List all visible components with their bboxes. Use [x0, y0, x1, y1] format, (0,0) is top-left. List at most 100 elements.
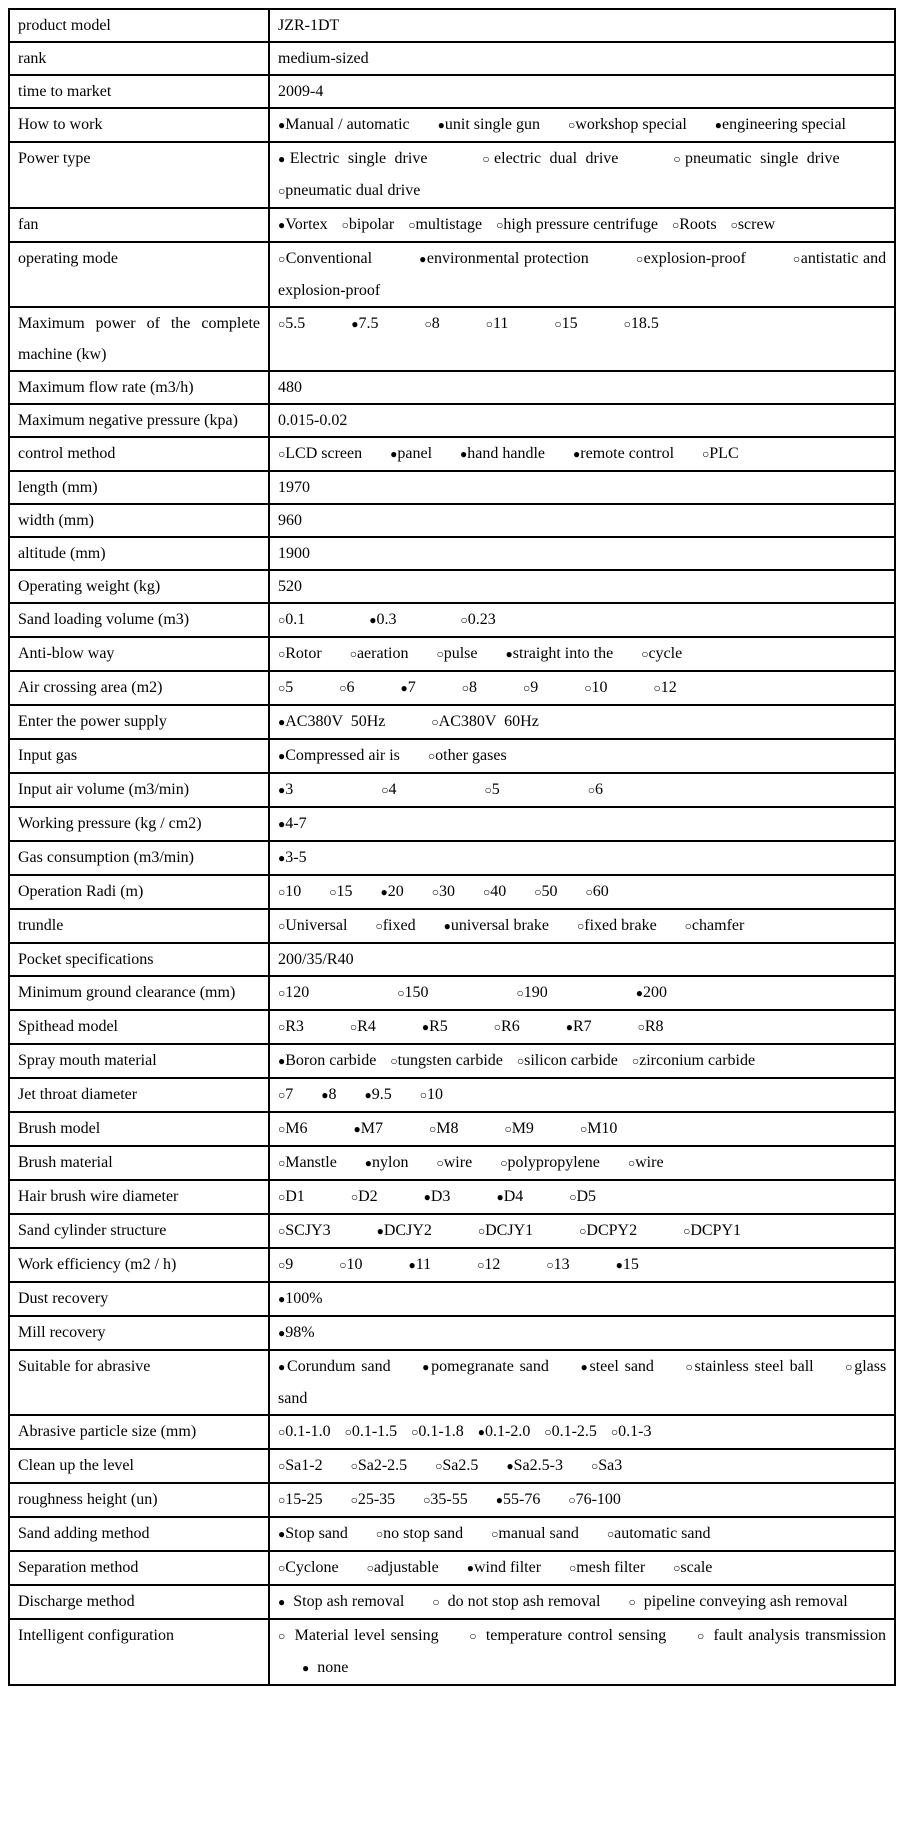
- hollow-bullet-icon: ○: [684, 919, 692, 933]
- option-label: 6: [595, 781, 603, 798]
- option-gap: [467, 1537, 487, 1538]
- option-label: 0.1-1.5: [351, 1423, 398, 1440]
- filled-bullet-icon: ●: [321, 1088, 329, 1102]
- row-value: ●100%: [268, 1281, 896, 1317]
- spec-row: Sand cylinder structure ○SCJY3 ●DCJY2 ○DC…: [8, 1213, 896, 1249]
- option-label: 40: [490, 883, 507, 900]
- hollow-bullet-icon: ○: [628, 1595, 636, 1609]
- option-gap: [420, 929, 440, 930]
- option-gap: [413, 1166, 433, 1167]
- option-gap: [601, 1435, 607, 1436]
- row-value: 520: [268, 569, 896, 604]
- hollow-bullet-icon: ○: [366, 1561, 374, 1575]
- option-gap: [352, 1537, 372, 1538]
- row-label: roughness height (un): [8, 1482, 270, 1518]
- option-label: 12: [484, 1256, 501, 1273]
- hollow-bullet-icon: ○: [569, 1190, 577, 1204]
- option-gap: [309, 327, 347, 328]
- option-label: DCPY2: [586, 1222, 638, 1239]
- spec-row: time to market 2009-4: [8, 74, 896, 109]
- filled-bullet-icon: ●: [506, 1459, 514, 1473]
- option-label: D4: [503, 1188, 524, 1205]
- hollow-bullet-icon: ○: [278, 1122, 286, 1136]
- spec-row: Abrasive particle size (mm) ○0.1-1.0 ○0.1…: [8, 1414, 896, 1450]
- option-gap: [555, 1370, 575, 1371]
- row-value: 960: [268, 503, 896, 538]
- filled-bullet-icon: ●: [580, 1360, 590, 1374]
- option-gap: [545, 1571, 565, 1572]
- option-label: adjustable: [373, 1559, 439, 1576]
- hollow-bullet-icon: ○: [484, 783, 492, 797]
- hollow-bullet-icon: ○: [584, 681, 592, 695]
- option-label: scale: [680, 1559, 713, 1576]
- spec-row: Gas consumption (m3/min) ●3-5: [8, 840, 896, 876]
- row-label: Gas consumption (m3/min): [8, 840, 270, 876]
- option-gap: [583, 1537, 603, 1538]
- option-gap: [359, 691, 397, 692]
- option-gap: [604, 1605, 624, 1606]
- filled-bullet-icon: ●: [466, 1561, 474, 1575]
- option-label: multistage: [415, 216, 483, 233]
- row-label: Operating weight (kg): [8, 569, 270, 604]
- filled-bullet-icon: ●: [278, 1527, 286, 1541]
- hollow-bullet-icon: ○: [278, 184, 286, 198]
- option-gap: [622, 1064, 628, 1065]
- option-gap: [691, 128, 711, 129]
- option-gap: [366, 457, 386, 458]
- hollow-bullet-icon: ○: [278, 885, 286, 899]
- option-gap: [313, 996, 393, 997]
- option-gap: [612, 691, 650, 692]
- option-gap: [819, 1370, 839, 1371]
- row-label: Maximum negative pressure (kpa): [8, 403, 270, 438]
- option-label: 0.1-2.0: [484, 1423, 531, 1440]
- option-gap: [436, 457, 456, 458]
- row-value: ○Universal ○fixed ●universal brake ○fixe…: [268, 908, 896, 944]
- option-label: 6: [346, 679, 355, 696]
- option-label: R4: [357, 1018, 376, 1035]
- option-label: Rotor: [285, 645, 322, 662]
- option-gap: [661, 929, 681, 930]
- option-label: 20: [387, 883, 404, 900]
- hollow-bullet-icon: ○: [569, 1561, 577, 1575]
- hollow-bullet-icon: ○: [730, 218, 738, 232]
- row-value: 1970: [268, 470, 896, 505]
- option-label: 0.1-2.5: [551, 1423, 597, 1440]
- option-gap: [848, 162, 886, 163]
- row-label: Sand loading volume (m3): [8, 602, 270, 638]
- option-gap: [444, 1639, 464, 1640]
- row-label: Input gas: [8, 738, 270, 774]
- option-label: R7: [572, 1018, 592, 1035]
- row-value: ○7 ●8 ●9.5 ○10: [268, 1077, 896, 1113]
- row-value: ●3-5: [268, 840, 896, 876]
- option-gap: [297, 1268, 335, 1269]
- option-gap: [435, 1268, 473, 1269]
- option-label: unit single gun: [444, 116, 541, 133]
- row-label: Hair brush wire diameter: [8, 1179, 270, 1215]
- option-gap: [309, 1200, 347, 1201]
- option-label: D2: [358, 1188, 378, 1205]
- value-text: 480: [278, 379, 302, 396]
- option-gap: [721, 228, 727, 229]
- filled-bullet-icon: ●: [408, 1258, 416, 1272]
- spec-row: altitude (mm) 1900: [8, 536, 896, 571]
- option-gap: [308, 1030, 346, 1031]
- option-label: nylon: [372, 1154, 409, 1171]
- option-label: 8: [328, 1086, 337, 1103]
- filled-bullet-icon: ●: [351, 317, 359, 331]
- value-text: 960: [278, 512, 302, 529]
- filled-bullet-icon: ●: [278, 851, 286, 865]
- hollow-bullet-icon: ○: [683, 1224, 691, 1238]
- row-label: Separation method: [8, 1550, 270, 1586]
- filled-bullet-icon: ●: [437, 118, 445, 132]
- option-label: R3: [285, 1018, 304, 1035]
- option-gap: [660, 1370, 680, 1371]
- option-label: Manual / automatic: [285, 116, 410, 133]
- option-gap: [380, 1030, 418, 1031]
- option-gap: [327, 1503, 347, 1504]
- option-gap: [398, 228, 404, 229]
- hollow-bullet-icon: ○: [685, 1360, 695, 1374]
- option-label: 5: [285, 679, 294, 696]
- hollow-bullet-icon: ○: [653, 681, 661, 695]
- row-value: ○15-25 ○25-35 ○35-55 ●55-76 ○76-100: [268, 1482, 896, 1518]
- row-value: 480: [268, 370, 896, 405]
